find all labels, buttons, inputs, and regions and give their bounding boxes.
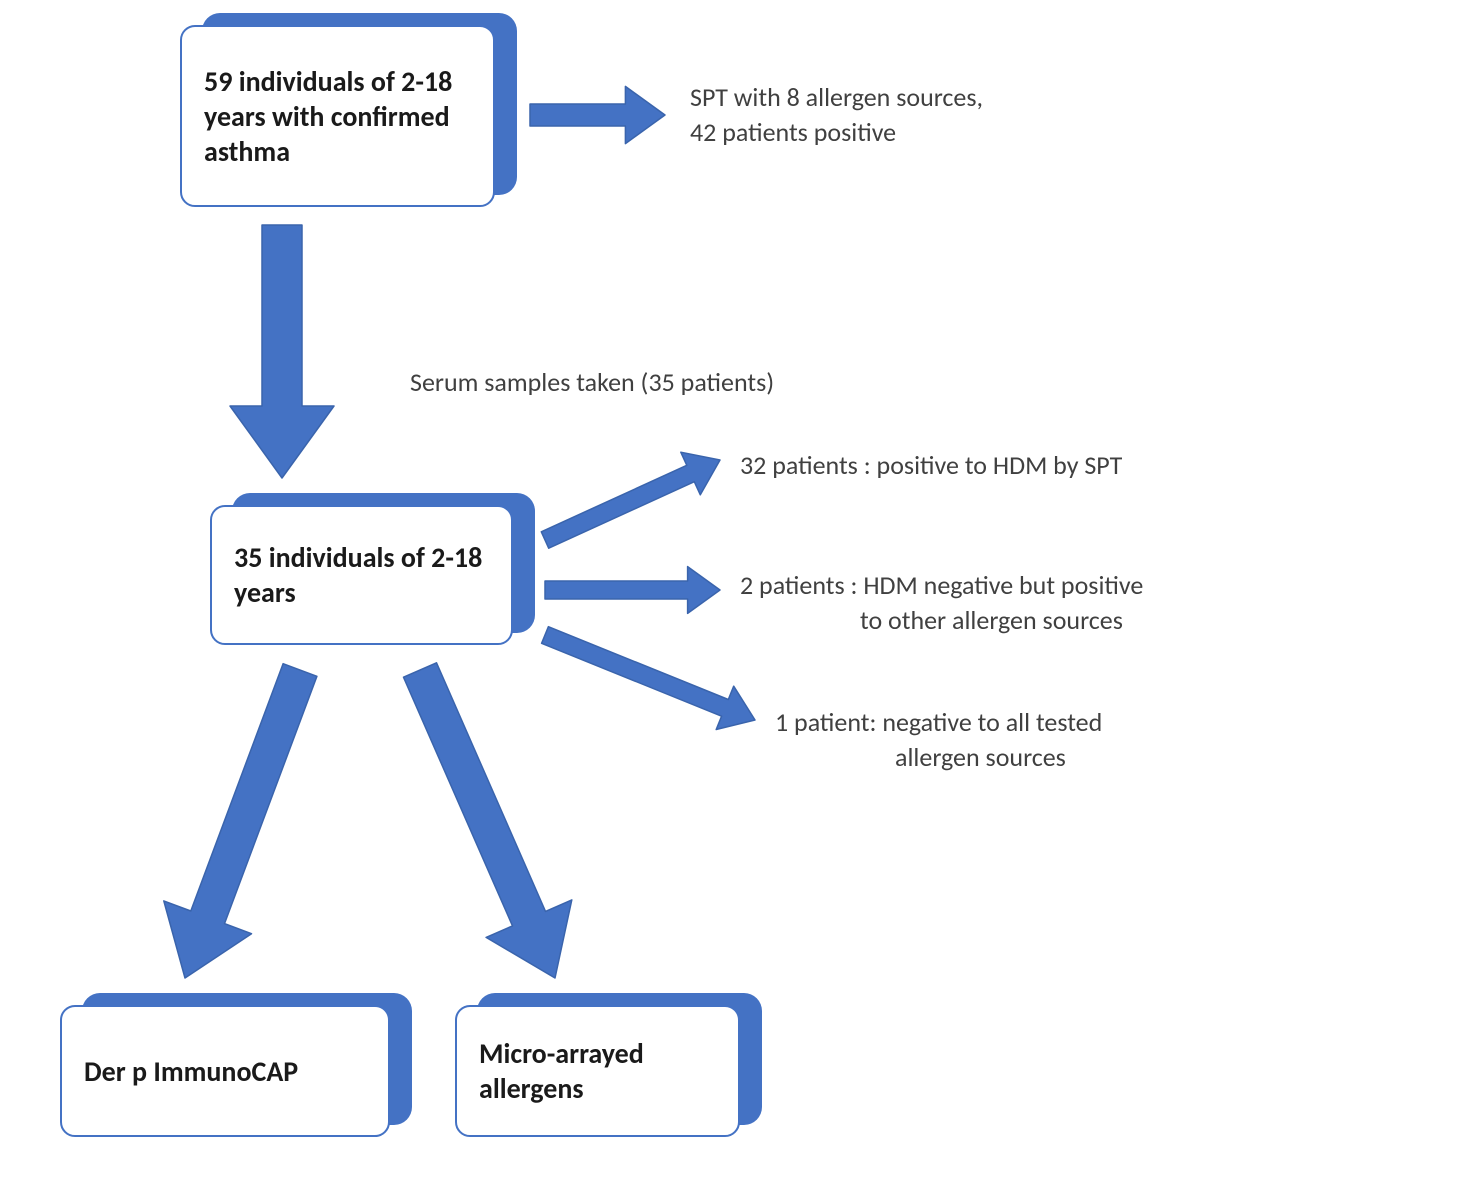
annotation-result-3: 1 patient: negative to all tested allerg… [775,705,1102,775]
top-box-text: 59 individuals of 2-18 years with confir… [204,64,471,169]
arrow-mid-br [360,610,615,1038]
bottom-right-box-text: Micro-arrayed allergens [479,1036,716,1106]
mid-box-text: 35 individuals of 2-18 years [234,540,489,610]
annotation-spt-line1: SPT with 8 allergen sources, [690,81,983,113]
annotation-result-1: 32 patients : positive to HDM by SPT [740,448,1122,483]
annotation-spt: SPT with 8 allergen sources, 42 patients… [690,80,983,150]
annotation-result-3-line1: 1 patient: negative to all tested [775,706,1102,738]
arrow-top-down [222,165,342,538]
annotation-result-3-line2: allergen sources [775,741,1066,773]
annotation-result-1-text: 32 patients : positive to HDM by SPT [740,449,1122,481]
bottom-left-box-text: Der p ImmunoCAP [84,1054,298,1089]
annotation-serum-text: Serum samples taken (35 patients) [410,366,774,398]
annotation-serum: Serum samples taken (35 patients) [410,365,774,400]
arrow-top-right [470,55,725,175]
arrow-mid-bl [125,610,360,1038]
